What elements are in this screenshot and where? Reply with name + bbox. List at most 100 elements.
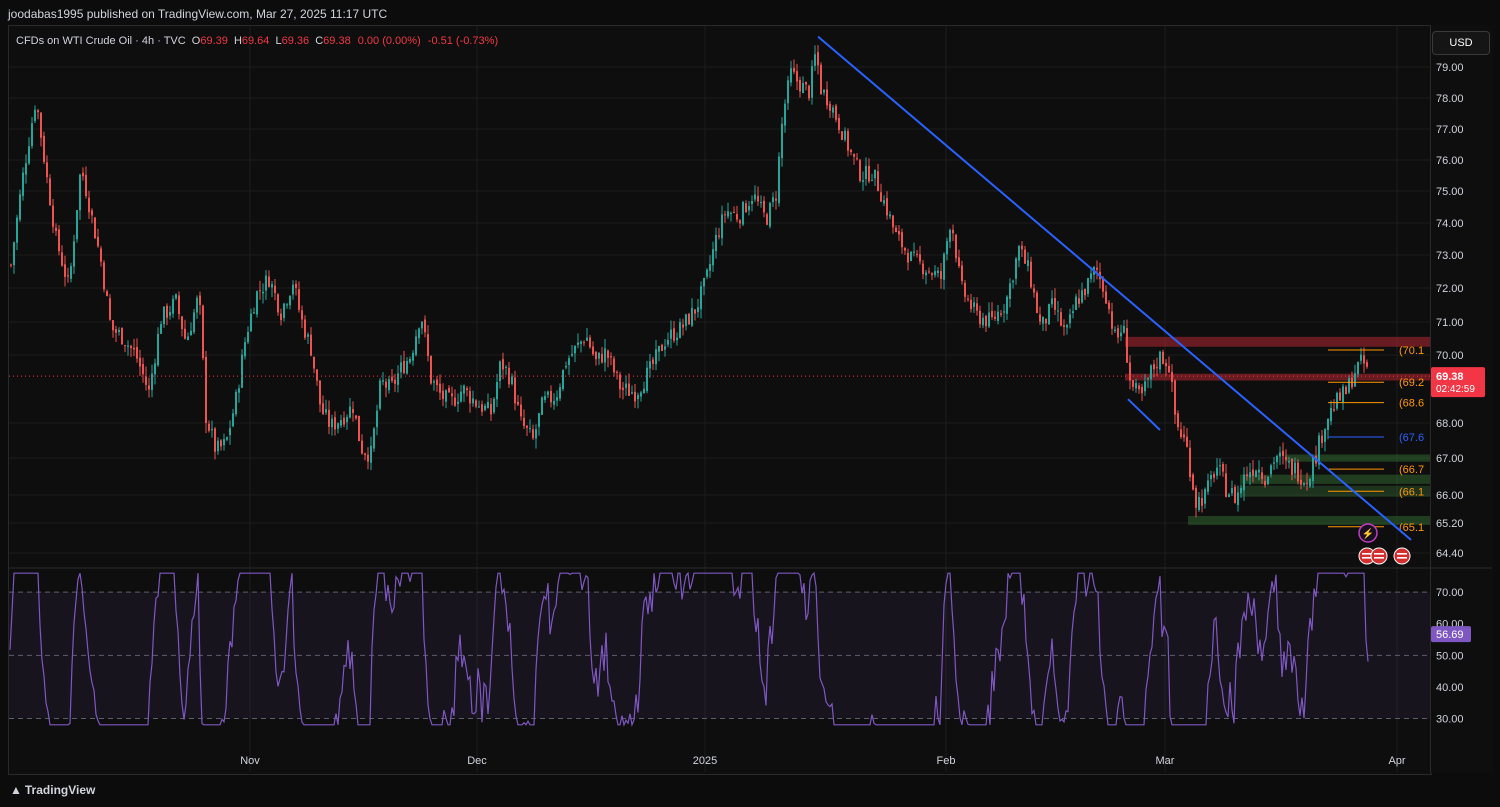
candle-body <box>766 214 768 225</box>
candle-body <box>532 429 534 439</box>
support-zone <box>1188 516 1430 525</box>
candle-body <box>1219 465 1221 467</box>
candle-body <box>898 231 900 235</box>
currency-button[interactable]: USD <box>1432 31 1490 55</box>
high-value: 69.64 <box>241 35 270 47</box>
candle-body <box>442 390 444 400</box>
chart-frame[interactable] <box>8 25 1432 775</box>
candle-body <box>694 309 696 314</box>
candle-body <box>1165 363 1167 367</box>
candle-body <box>1282 450 1284 456</box>
candle-body <box>19 194 21 220</box>
candle-body <box>394 379 396 384</box>
candle-body <box>1168 366 1170 373</box>
candle-body <box>451 393 453 397</box>
candle-body <box>175 294 177 299</box>
candle-body <box>1015 258 1017 279</box>
candle-body <box>436 379 438 386</box>
candle-body <box>496 382 498 400</box>
candle-body <box>154 363 156 375</box>
price-tick-label: 66.00 <box>1436 490 1464 502</box>
candle-body <box>673 328 675 341</box>
candle-body <box>748 206 750 211</box>
candle-body <box>241 354 243 388</box>
candle-body <box>580 341 582 344</box>
candle-body <box>610 356 612 358</box>
candle-body <box>445 390 447 402</box>
candle-body <box>889 214 891 217</box>
candle-body <box>1348 378 1350 393</box>
candle-body <box>190 330 192 336</box>
candle-body <box>1129 362 1131 381</box>
candle-body <box>64 264 66 277</box>
candle-body <box>622 387 624 390</box>
candle-body <box>568 358 570 365</box>
candle-body <box>235 391 237 415</box>
candle-body <box>685 314 687 326</box>
candle-body <box>991 311 993 317</box>
candle-body <box>367 454 369 462</box>
us-flag-stripe <box>1397 557 1407 559</box>
candle-body <box>1366 362 1368 367</box>
candle-body <box>1216 467 1218 476</box>
candle-body <box>1294 462 1296 474</box>
candle-body <box>916 253 918 255</box>
candle-body <box>1231 488 1233 494</box>
candle-body <box>481 404 483 412</box>
candle-body <box>1054 298 1056 310</box>
candle-body <box>940 271 942 280</box>
candle-body <box>454 397 456 406</box>
candle-body <box>760 202 762 204</box>
candle-body <box>958 257 960 267</box>
candle-body <box>136 347 138 359</box>
candle-body <box>865 165 867 180</box>
bar-countdown-label: 02:42:59 <box>1436 384 1475 395</box>
candle-body <box>1291 458 1293 475</box>
candle-body <box>598 352 600 359</box>
candle-body <box>145 376 147 385</box>
candle-body <box>460 391 462 402</box>
candle-body <box>1327 418 1329 430</box>
candle-body <box>268 276 270 287</box>
candle-body <box>328 409 330 427</box>
candle-body <box>25 163 27 175</box>
candle-body <box>637 395 639 400</box>
candle-body <box>1084 288 1086 296</box>
candle-body <box>538 413 540 427</box>
candle-body <box>1072 311 1074 314</box>
candle-body <box>1210 474 1212 480</box>
price-axis[interactable] <box>1430 25 1493 773</box>
candle-body <box>331 418 333 428</box>
candle-body <box>1030 261 1032 288</box>
candle-body <box>181 316 183 330</box>
candle-body <box>985 315 987 327</box>
candle-body <box>211 428 213 431</box>
us-flag-stripe <box>1374 557 1384 559</box>
time-tick-label: Mar <box>1156 755 1175 767</box>
candle-body <box>949 229 951 242</box>
candle-body <box>592 346 594 355</box>
candle-body <box>337 423 339 429</box>
candle-body <box>643 388 645 394</box>
candle-body <box>349 406 351 418</box>
candle-body <box>265 275 267 291</box>
rsi-tick-label: 40.00 <box>1436 682 1464 694</box>
candle-body <box>646 367 648 392</box>
candle-body <box>829 103 831 111</box>
candle-body <box>13 242 15 266</box>
candle-body <box>535 429 537 439</box>
candle-body <box>79 174 81 211</box>
time-tick-label: 2025 <box>693 755 717 767</box>
candle-body <box>85 174 87 196</box>
candle-body <box>1225 473 1227 497</box>
lightning-icon <box>1358 523 1378 543</box>
candle-body <box>493 398 495 413</box>
candle-body <box>553 400 555 405</box>
candle-body <box>952 229 954 234</box>
candle-body <box>310 334 312 356</box>
candle-body <box>1342 386 1344 403</box>
candle-body <box>1318 435 1320 465</box>
candle-body <box>769 202 771 227</box>
tradingview-brand[interactable]: ▲ TradingView <box>10 783 95 797</box>
